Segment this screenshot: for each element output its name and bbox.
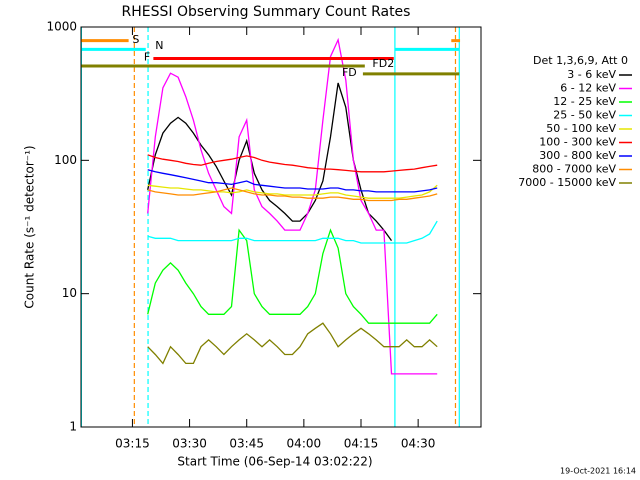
footer: 19-Oct-2021 16:14: [560, 467, 636, 476]
flag-label: F: [144, 51, 150, 64]
legend-label: 3 - 6 keV: [567, 68, 616, 81]
series-line: [147, 228, 438, 324]
flag-label: FD: [342, 66, 357, 79]
flag-label: S: [132, 33, 139, 46]
series-line: [147, 154, 438, 173]
x-tick-label: 03:30: [172, 437, 207, 451]
series-line: [147, 82, 393, 241]
x-axis-label: Start Time (06-Sep-14 03:02:22): [177, 455, 372, 469]
series-line: [147, 187, 438, 202]
flag-label: N: [155, 39, 163, 52]
series-line: [147, 37, 438, 375]
series-line: [147, 184, 438, 199]
legend-label: 800 - 7000 keV: [532, 163, 616, 176]
x-tick-label: 04:15: [344, 437, 379, 451]
legend-label: 50 - 100 keV: [546, 122, 616, 135]
chart-title: RHESSI Observing Summary Count Rates: [122, 4, 411, 20]
series-line: [147, 169, 438, 193]
legend-label: 12 - 25 keV: [553, 95, 616, 108]
legend-title: Det 1,3,6,9, Att 0: [533, 54, 628, 67]
y-tick-label: 1000: [46, 20, 77, 34]
series-line: [147, 322, 438, 365]
series-line: [147, 220, 438, 244]
y-tick-label: 100: [54, 153, 77, 167]
y-axis-label: Count Rate (s⁻¹ detector⁻¹): [23, 145, 37, 308]
y-tick-label: 1: [69, 420, 77, 434]
plot-frame: [80, 26, 482, 428]
flag-label: FD2: [372, 57, 394, 70]
x-tick-label: 04:30: [401, 437, 436, 451]
x-tick-label: 03:15: [115, 437, 150, 451]
y-tick-label: 10: [62, 286, 77, 300]
legend-label: 7000 - 15000 keV: [518, 176, 616, 189]
x-tick-label: 04:00: [287, 437, 322, 451]
x-tick-label: 03:45: [229, 437, 264, 451]
legend-label: 6 - 12 keV: [560, 82, 616, 95]
legend-label: 100 - 300 keV: [539, 136, 616, 149]
legend-label: 300 - 800 keV: [539, 149, 616, 162]
legend-label: 25 - 50 keV: [553, 109, 616, 122]
